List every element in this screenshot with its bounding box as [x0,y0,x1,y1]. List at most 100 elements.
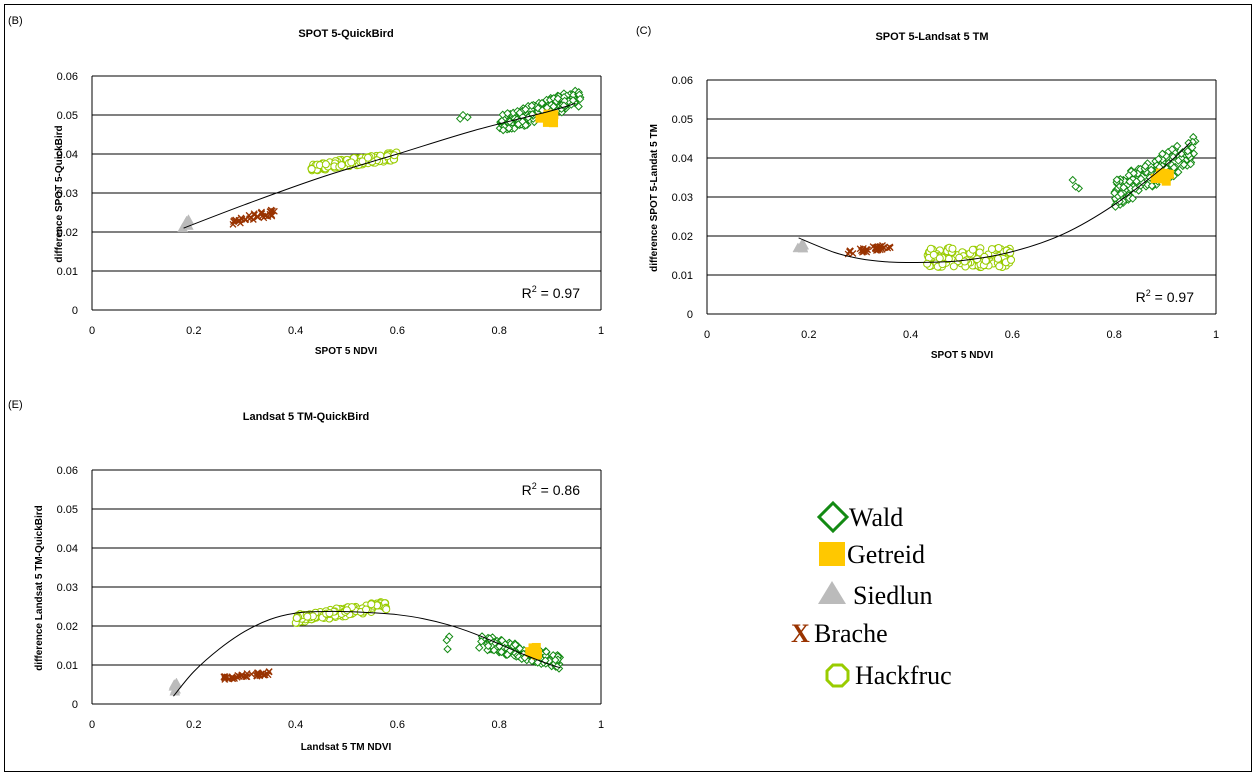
getreid-point [525,647,535,657]
y-tick-label: 0.04 [57,543,78,555]
hackfruc-point [923,259,932,268]
x-tick-label: 1 [598,325,604,337]
wald-point [442,636,451,645]
x-tick-label: 0.4 [288,719,303,731]
y-tick-label: 0.01 [672,270,693,282]
wald-point [1147,181,1157,191]
hackfruc-point [987,245,996,254]
y-tick-label: 0.03 [57,582,78,594]
legend-label-getreid: Getreid [847,540,925,569]
y-tick-label: 0.05 [57,504,78,516]
y-tick-label: 0 [72,305,78,317]
panel-b-r-squared: R2 = 0.97 [522,284,581,301]
wald-point [1167,145,1177,154]
y-tick-label: 0 [687,309,693,321]
wald-point [497,636,507,645]
y-tick-label: 0.06 [57,465,78,477]
panel-e-r-squared: R2 = 0.86 [522,481,581,498]
brache-point [266,210,274,218]
x-tick-label: 1 [598,719,604,731]
y-tick-label: 0.02 [57,227,78,239]
wald-point [497,116,507,126]
brache-point [886,244,894,252]
brache-point [250,210,258,218]
brache-point [221,673,229,680]
wald-point [458,110,468,120]
x-tick-label: 0.4 [903,329,918,341]
wald-point [1129,169,1138,178]
legend-label-wald: Wald [849,503,903,532]
panel-e-title: Landsat 5 TM-QuickBird [243,411,370,423]
brache-point [265,668,273,676]
wald-point [1112,175,1122,184]
wald-point [575,94,585,104]
y-tick-label: 0.02 [672,231,693,243]
hackfruc-point [325,609,334,618]
brache-point [259,212,266,220]
legend-label-siedlun: Siedlun [853,581,932,610]
wald-point [474,643,484,652]
wald-point [574,102,583,111]
hackfruc-point [1007,255,1016,264]
brache-point [238,672,245,680]
wald-point [1068,175,1077,185]
brache-point [876,242,884,250]
hackfruc-point [949,262,958,271]
hackfruc-point [994,254,1003,263]
y-tick-label: 0 [72,699,78,711]
wald-point [1146,165,1156,175]
wald-point [1174,167,1183,177]
wald-point [1174,156,1183,165]
panel-c-x-axis-label: SPOT 5 NDVI [931,350,993,361]
panel-b-y-axis-label: difference SPOT 5-QuickBird [54,125,65,262]
legend-item-wald: Wald [816,500,903,534]
wald-point [504,124,514,133]
panel-c-r-squared: R2 = 0.97 [1136,288,1195,305]
legend-label-brache: Brache [814,619,888,648]
x-tick-label: 0 [704,329,710,341]
y-tick-label: 0.03 [672,192,693,204]
hackfruc-point [292,614,301,623]
wald-point [1183,146,1192,156]
hackfruc-point [994,244,1003,253]
wald-point [1168,152,1178,162]
hackfruc-point [363,153,372,162]
y-tick-label: 0.02 [57,621,78,633]
hackfruc-point [960,257,969,266]
x-tick-label: 0.4 [288,325,303,337]
wald-point [527,101,536,110]
panel-c-title: SPOT 5-Landsat 5 TM [875,31,988,43]
panel-e-x-axis-label: Landsat 5 TM NDVI [301,742,392,753]
panel-b: (B) SPOT 5-QuickBird SPOT 5 NDVI differe… [8,15,604,357]
y-tick-label: 0.05 [672,114,693,126]
wald-point [1154,154,1163,164]
panel-e: (E) Landsat 5 TM-QuickBird Landsat 5 TM … [8,399,604,753]
brache-point [223,673,231,681]
x-tick-label: 0.6 [390,719,405,731]
getreid-point [542,117,552,127]
brache-point [236,219,244,227]
wald-point [521,121,530,130]
legend-label-hackfruc: Hackfruc [855,661,952,690]
wald-point [483,645,492,655]
hackfruc-point [321,160,330,169]
hackfruc-point [307,165,316,174]
trendline [798,142,1191,264]
wald-point [1187,143,1197,152]
wald-point [515,644,524,653]
panel-b-x-axis-label: SPOT 5 NDVI [315,346,377,357]
wald-point [521,105,530,114]
y-tick-label: 0.06 [672,75,693,87]
hackfruc-point [337,161,346,170]
hackfruc-point [303,612,312,621]
siedlun-point [168,680,180,691]
siedlun-point [798,239,810,250]
y-tick-label: 0.01 [57,660,78,672]
brache-point [250,211,258,219]
wald-point [443,644,452,654]
trendline [183,102,576,229]
x-tick-label: 0.6 [390,325,405,337]
x-tick-label: 0 [89,325,95,337]
hackfruc-point [367,600,376,609]
